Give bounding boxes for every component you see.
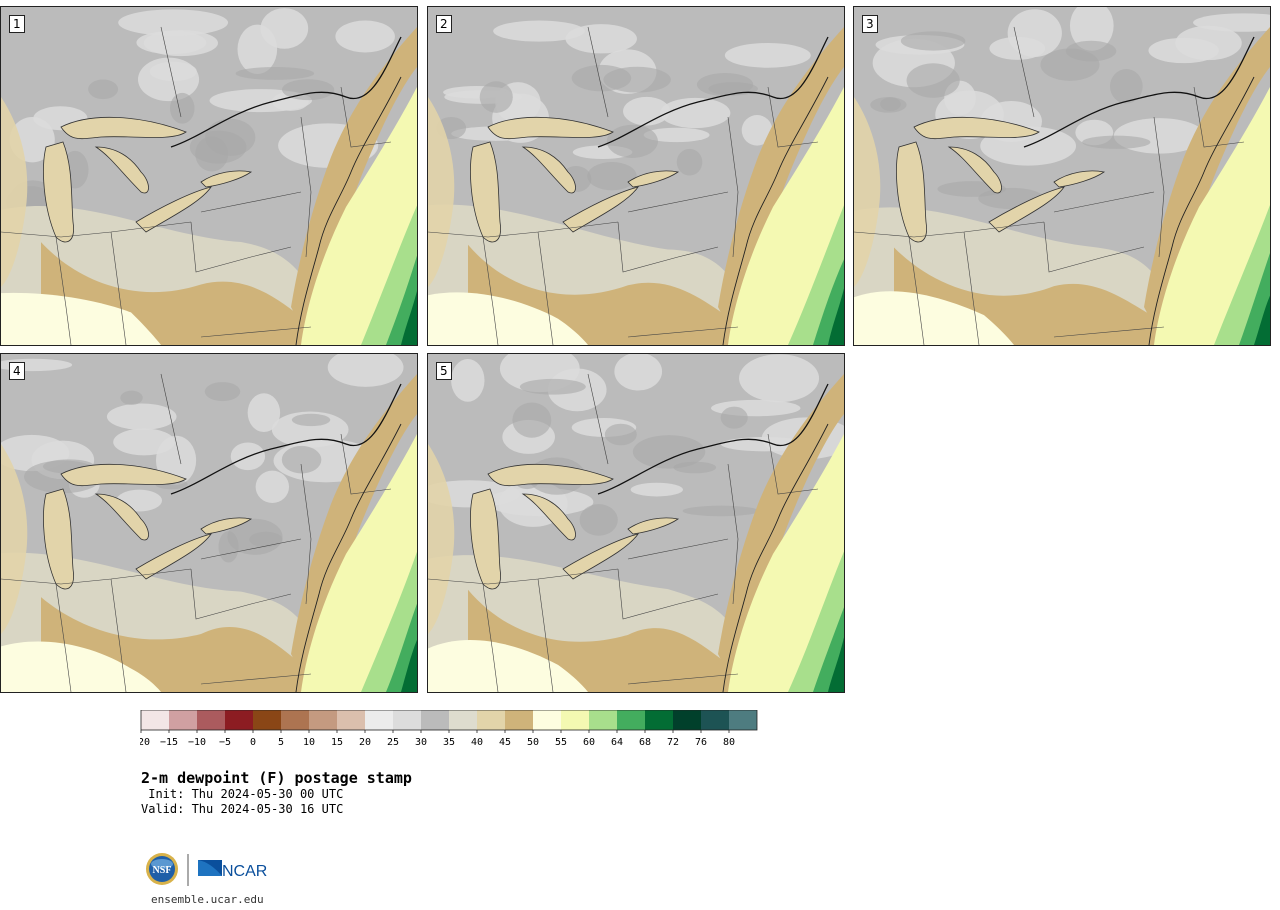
colorbar-swatch (393, 710, 421, 730)
colorbar-tick-label: 72 (667, 737, 679, 746)
nsf-logo-text: NSF (153, 865, 172, 876)
colorbar-tick-label: 15 (331, 737, 343, 746)
colorbar-swatch (505, 710, 533, 730)
valid-time: Valid: Thu 2024-05-30 16 UTC (141, 802, 344, 816)
colorbar-swatch (673, 710, 701, 730)
colorbar-tick-label: 45 (499, 737, 511, 746)
dewpoint-map (854, 7, 1270, 345)
map-panel-4: 4 (0, 353, 418, 693)
ncar-logo-text: NCAR (222, 863, 267, 880)
colorbar-swatch (337, 710, 365, 730)
colorbar-swatch (197, 710, 225, 730)
panel-label: 3 (862, 15, 878, 33)
logos: NSF NCAR (146, 853, 267, 886)
colorbar-swatch (141, 710, 169, 730)
map-panel-1: 1 (0, 6, 418, 346)
panel-label: 5 (436, 362, 452, 380)
colorbar-swatch (365, 710, 393, 730)
figure-title: 2-m dewpoint (F) postage stamp (141, 769, 412, 787)
colorbar-swatch (561, 710, 589, 730)
panel-label: 2 (436, 15, 452, 33)
colorbar-swatch (729, 710, 757, 730)
colorbar-swatch (645, 710, 673, 730)
colorbar-tick-label: 40 (471, 737, 483, 746)
colorbar-tick-label: 50 (527, 737, 539, 746)
colorbar-tick-label: 80 (723, 737, 735, 746)
colorbar: −20 −15 −10 −5 0 5 10 15 20 25 30 35 40 45 50 55 60 64 68 7… (140, 710, 758, 746)
dewpoint-map (1, 7, 417, 345)
colorbar-tick-label: 0 (250, 737, 256, 746)
map-panel-2: 2 (427, 6, 845, 346)
colorbar-tick-label: 76 (695, 737, 707, 746)
dewpoint-map (1, 354, 417, 692)
colorbar-swatch (533, 710, 561, 730)
init-time: Init: Thu 2024-05-30 00 UTC (141, 787, 344, 801)
colorbar-swatch (253, 710, 281, 730)
colorbar-tick-label: 60 (583, 737, 595, 746)
dewpoint-map (428, 354, 844, 692)
colorbar-swatch (617, 710, 645, 730)
colorbar-swatch (309, 710, 337, 730)
colorbar-swatch (589, 710, 617, 730)
colorbar-tick-label: −10 (188, 737, 206, 746)
colorbar-swatch (281, 710, 309, 730)
colorbar-tick-label: 35 (443, 737, 455, 746)
colorbar-tick-label: −20 (140, 737, 150, 746)
colorbar-tick-label: 20 (359, 737, 371, 746)
nsf-logo: NSF (146, 853, 178, 885)
website-link[interactable]: ensemble.ucar.edu (151, 893, 264, 906)
dewpoint-map (428, 7, 844, 345)
colorbar-tick-label: 25 (387, 737, 399, 746)
colorbar-tick-label: 55 (555, 737, 567, 746)
colorbar-swatch (225, 710, 253, 730)
colorbar-swatch (169, 710, 197, 730)
colorbar-tick-label: 30 (415, 737, 427, 746)
map-panel-5: 5 (427, 353, 845, 693)
colorbar-swatch (701, 710, 729, 730)
map-panel-3: 3 (853, 6, 1271, 346)
colorbar-tick-label: 5 (278, 737, 284, 746)
colorbar-tick-label: −15 (160, 737, 178, 746)
colorbar-swatch (449, 710, 477, 730)
colorbar-tick-label: −5 (219, 737, 231, 746)
colorbar-swatch (421, 710, 449, 730)
panel-label: 1 (9, 15, 25, 33)
ncar-logo: NCAR (198, 860, 267, 880)
colorbar-tick-label: 64 (611, 737, 623, 746)
colorbar-tick-label: 10 (303, 737, 315, 746)
panel-label: 4 (9, 362, 25, 380)
colorbar-tick-label: 68 (639, 737, 651, 746)
colorbar-swatch (477, 710, 505, 730)
